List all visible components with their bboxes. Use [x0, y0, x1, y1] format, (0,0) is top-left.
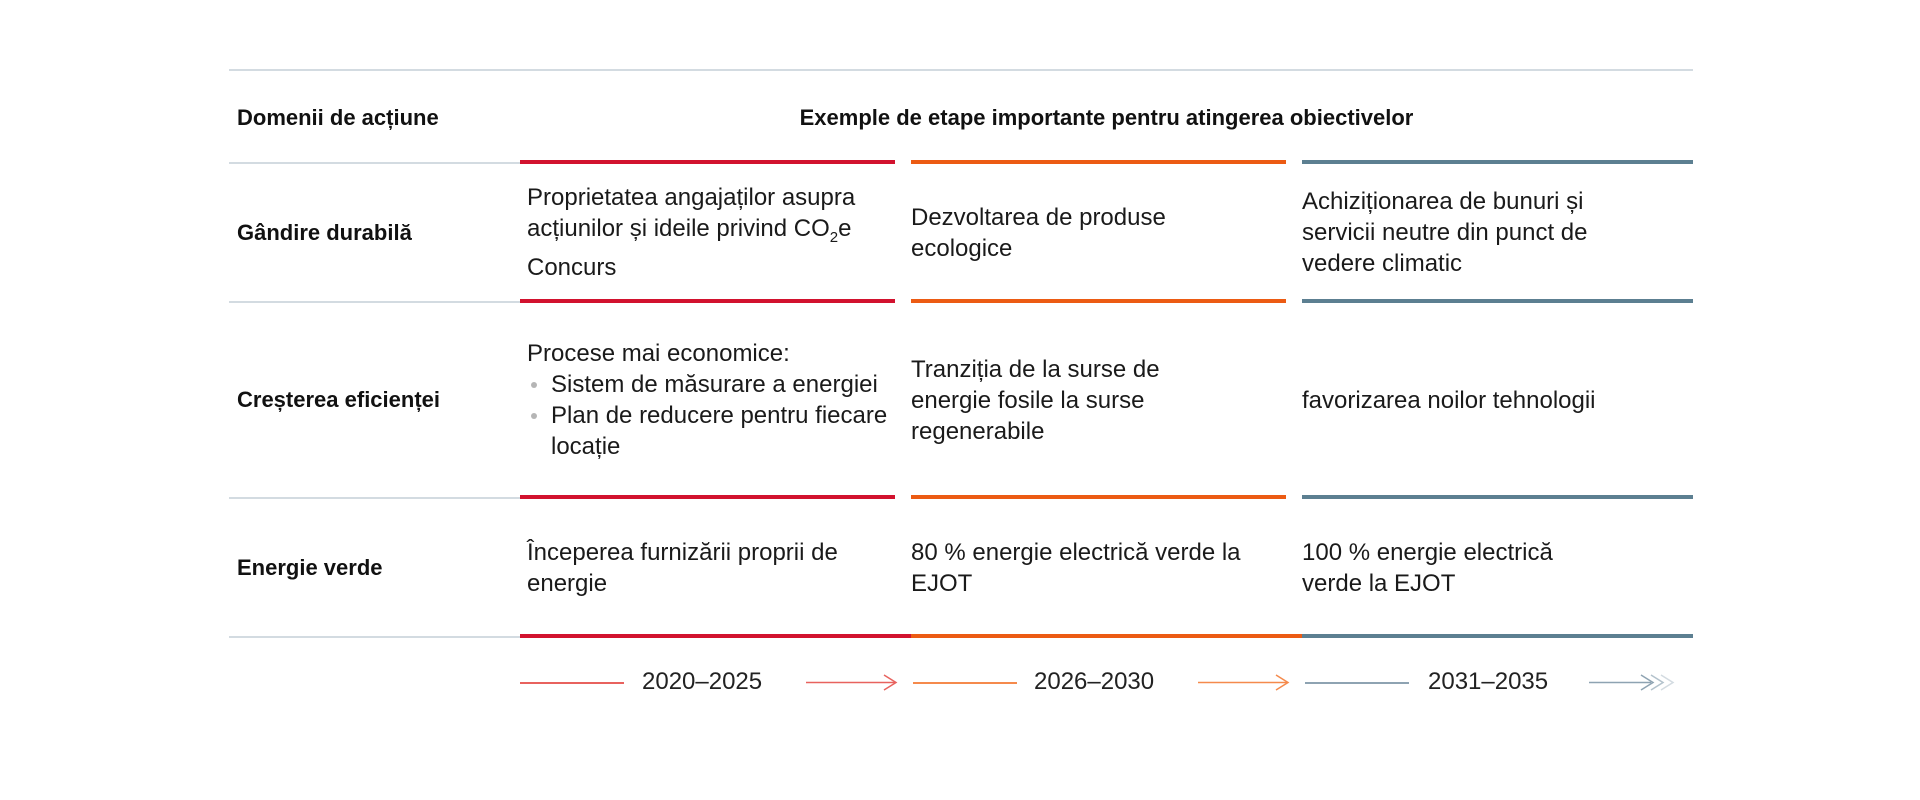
- period1-bar: [520, 160, 895, 164]
- bullet-list: Sistem de măsurare a energiei Plan de re…: [527, 369, 897, 462]
- milestone-cell: Începerea furnizării proprii de energie: [527, 538, 838, 597]
- timeline-line: [913, 682, 1017, 684]
- milestone-cell: Dezvoltarea de produse ecologice: [911, 203, 1166, 262]
- row-label: Gândire durabilă: [237, 219, 412, 245]
- cell-text: Proprietatea angajaților asupra acțiunil…: [527, 183, 856, 242]
- cell-text: e Concurs: [527, 214, 852, 282]
- triple-arrow-right-icon: [1589, 674, 1675, 691]
- timeline-line: [520, 682, 624, 684]
- milestone-cell: Proprietatea angajaților asupra acțiunil…: [527, 166, 897, 299]
- period2-bar: [911, 299, 1286, 303]
- milestone-cell: 100 % energie electrică verde la EJOT: [1302, 538, 1553, 597]
- period-label: 2020–2025: [642, 668, 763, 695]
- bullet-item: Plan de reducere pentru fiecare locație: [527, 400, 897, 462]
- period-label: 2031–2035: [1428, 668, 1549, 695]
- period2-bar: [911, 160, 1286, 164]
- period3-bar: [1302, 495, 1693, 499]
- row-divider: [229, 301, 520, 303]
- milestone-cell: Achiziționarea de bunuri și servicii neu…: [1302, 188, 1588, 277]
- header-milestones: Exemple de etape importante pentru ating…: [799, 105, 1414, 130]
- period1-bar: [520, 495, 895, 499]
- arrow-right-icon: [806, 674, 898, 691]
- cell-intro: Procese mai economice:: [527, 340, 790, 367]
- row-divider: [229, 636, 520, 638]
- period1-bar: [520, 299, 895, 303]
- period3-bar: [1302, 299, 1693, 303]
- period-label: 2026–2030: [1034, 668, 1155, 695]
- period2-bar: [911, 495, 1286, 499]
- row-label: Energie verde: [237, 554, 383, 580]
- arrow-right-icon: [1198, 674, 1290, 691]
- top-divider: [229, 69, 1693, 71]
- period3-bar: [1302, 160, 1693, 164]
- row-label: Creșterea eficienței: [237, 387, 440, 412]
- row-divider: [229, 497, 520, 499]
- row-divider: [229, 162, 520, 164]
- subscript: 2: [829, 228, 839, 246]
- period2-bar: [911, 634, 1302, 638]
- milestone-cell: 80 % energie electrică verde la EJOT: [911, 538, 1241, 597]
- period1-bar: [520, 634, 911, 638]
- milestone-cell: Procese mai economice: Sistem de măsurar…: [527, 305, 897, 495]
- timeline-line: [1305, 682, 1409, 684]
- milestone-cell: favorizarea noilor tehnologii: [1302, 386, 1596, 414]
- milestone-cell: Tranziția de la surse de energie fosile …: [911, 355, 1160, 445]
- period3-bar: [1302, 634, 1693, 638]
- bullet-item: Sistem de măsurare a energiei: [527, 369, 897, 400]
- header-action-domains: Domenii de acțiune: [237, 105, 439, 130]
